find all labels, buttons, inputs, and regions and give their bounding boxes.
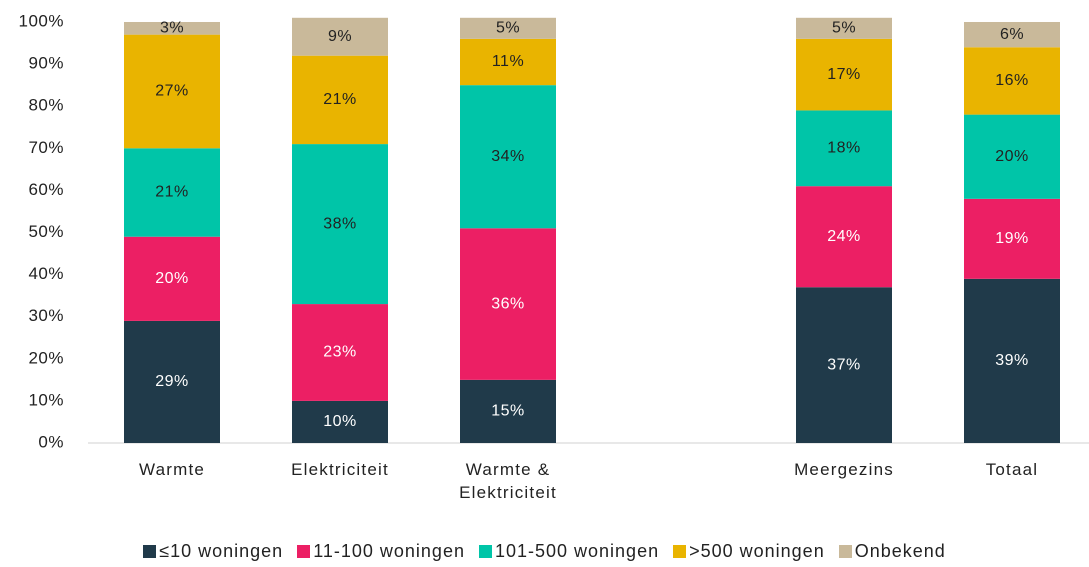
y-tick-label: 90% — [28, 54, 64, 73]
legend-item: 11-100 woningen — [297, 541, 465, 562]
data-label: 19% — [995, 230, 1029, 247]
y-tick-label: 100% — [19, 11, 64, 30]
bar-segment — [796, 110, 892, 187]
bar-segment — [460, 85, 556, 229]
bar-segment — [124, 236, 220, 321]
bar-segment — [796, 17, 892, 39]
bar-segment — [964, 114, 1060, 199]
bar-segment — [460, 228, 556, 380]
legend-label: >500 woningen — [689, 541, 825, 561]
data-label: 5% — [496, 20, 520, 37]
data-label: 38% — [323, 215, 357, 232]
bar-segment — [292, 17, 388, 56]
data-label: 39% — [995, 352, 1029, 369]
data-label: 10% — [323, 413, 357, 430]
legend-label: Onbekend — [854, 541, 946, 561]
bar-segment — [124, 22, 220, 35]
bar-segment — [292, 400, 388, 443]
legend: ≤10 woningen 11-100 woningen 101-500 wonin… — [0, 541, 1089, 562]
bar-segment — [292, 304, 388, 401]
y-tick-label: 70% — [28, 138, 64, 157]
bar-segment — [460, 38, 556, 86]
x-tick-label: Warmte & Elektriciteit — [459, 460, 557, 502]
data-label: 23% — [323, 344, 357, 361]
data-label: 24% — [827, 228, 861, 245]
data-label: 17% — [827, 66, 861, 83]
data-label: 21% — [155, 184, 189, 201]
legend-item: >500 woningen — [673, 541, 825, 562]
bar-segment — [460, 379, 556, 443]
legend-item: 101-500 woningen — [478, 541, 660, 562]
y-tick-label: 30% — [28, 306, 64, 325]
data-label: 18% — [827, 140, 861, 157]
data-label: 27% — [155, 83, 189, 100]
bar-segment — [796, 186, 892, 288]
data-label: 6% — [1000, 26, 1024, 43]
data-label: 20% — [995, 148, 1029, 165]
y-tick-label: 20% — [28, 348, 64, 367]
data-label: 34% — [491, 148, 525, 165]
bar-segment — [124, 34, 220, 149]
data-label: 5% — [832, 20, 856, 37]
y-tick-label: 80% — [28, 96, 64, 115]
bar-segment — [796, 38, 892, 111]
legend-swatch — [673, 545, 687, 558]
bar-segment — [292, 55, 388, 145]
x-tick-label: Totaal — [985, 460, 1039, 479]
bar-segment — [964, 22, 1060, 48]
y-tick-label: 0% — [38, 432, 64, 451]
legend-label: ≤10 woningen — [159, 541, 284, 561]
y-tick-label: 50% — [28, 222, 64, 241]
legend-swatch — [478, 545, 492, 558]
legend-label: 11-100 woningen — [313, 541, 465, 561]
bar-segment — [460, 17, 556, 39]
bar-segment — [124, 148, 220, 237]
x-tick-label: Meergezins — [794, 460, 894, 479]
x-tick-label: Warmte — [138, 460, 206, 479]
bar-segment — [292, 144, 388, 305]
data-label: 37% — [827, 356, 861, 373]
legend-label: 101-500 woningen — [494, 541, 660, 561]
y-tick-label: 40% — [28, 264, 64, 283]
data-label: 9% — [328, 28, 352, 45]
bar-segment — [796, 287, 892, 443]
data-label: 21% — [323, 91, 357, 108]
legend-swatch — [297, 545, 311, 558]
data-label: 36% — [491, 295, 525, 312]
data-label: 15% — [491, 403, 525, 420]
bar-segment — [124, 320, 220, 443]
legend-item: ≤10 woningen — [143, 541, 283, 562]
legend-swatch — [143, 545, 157, 558]
legend-swatch — [838, 545, 852, 558]
data-label: 29% — [155, 373, 189, 390]
bar-segment — [964, 198, 1060, 279]
y-tick-label: 10% — [28, 390, 64, 409]
data-label: 16% — [995, 72, 1029, 89]
data-label: 3% — [160, 20, 184, 37]
data-label: 11% — [492, 53, 524, 70]
legend-item: Onbekend — [838, 541, 946, 562]
bar-segment — [964, 278, 1060, 443]
x-tick-label: Elektriciteit — [291, 460, 389, 479]
bar-segment — [964, 47, 1060, 115]
y-tick-label: 60% — [28, 180, 64, 199]
data-label: 20% — [155, 270, 189, 287]
